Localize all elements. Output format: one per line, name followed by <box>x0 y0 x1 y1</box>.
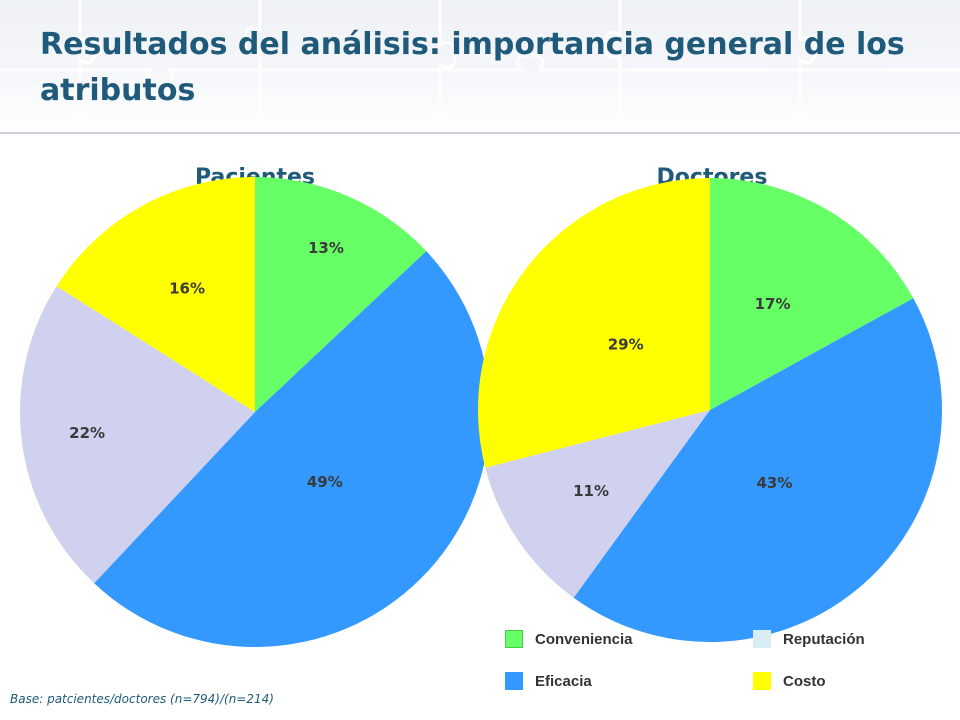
pie-slice-conveniencia <box>255 177 427 412</box>
pie-slice-costo <box>478 178 710 468</box>
legend-label-conveniencia: Conveniencia <box>535 630 633 648</box>
pie-slice-costo <box>56 177 255 412</box>
legend-label-eficacia: Eficacia <box>535 672 592 690</box>
chart-legend: Conveniencia Reputación Eficacia Costo <box>505 628 925 694</box>
legend-item-reputacion: Reputación <box>753 628 865 650</box>
pie-slice-eficacia <box>94 251 490 647</box>
header-banner: Resultados del análisis: importancia gen… <box>0 0 960 134</box>
legend-item-costo: Costo <box>753 670 826 692</box>
page-title: Resultados del análisis: importancia gen… <box>40 27 905 108</box>
legend-item-eficacia: Eficacia <box>505 670 592 692</box>
pie-slice-conveniencia <box>710 178 914 410</box>
data-label-costo: 16% <box>169 279 205 297</box>
legend-swatch-reputacion <box>753 630 771 648</box>
data-label-reputación: 22% <box>69 424 105 442</box>
legend-swatch-conveniencia <box>505 630 523 648</box>
pie-charts: Pacientes13%49%22%16% Doctores17%43%11%2… <box>20 165 943 647</box>
data-label-eficacia: 49% <box>307 473 343 491</box>
legend-swatch-costo <box>753 672 771 690</box>
pie-slice-reputación <box>485 410 710 598</box>
legend-item-conveniencia: Conveniencia <box>505 628 633 650</box>
data-label-reputación: 11% <box>573 482 609 500</box>
pie-slice-eficacia <box>573 298 943 642</box>
base-note: Base: patcientes/doctores (n=794)/(n=214… <box>10 692 274 706</box>
legend-label-reputacion: Reputación <box>783 630 865 648</box>
pie-slice-reputación <box>20 286 256 584</box>
data-label-conveniencia: 13% <box>308 239 344 257</box>
data-label-eficacia: 43% <box>756 474 792 492</box>
legend-label-costo: Costo <box>783 672 826 690</box>
data-label-costo: 29% <box>608 336 644 354</box>
data-label-conveniencia: 17% <box>755 295 791 313</box>
legend-swatch-eficacia <box>505 672 523 690</box>
pie-chart-pacientes: Pacientes13%49%22%16% <box>20 165 490 647</box>
puzzle-background-icon <box>0 0 960 132</box>
